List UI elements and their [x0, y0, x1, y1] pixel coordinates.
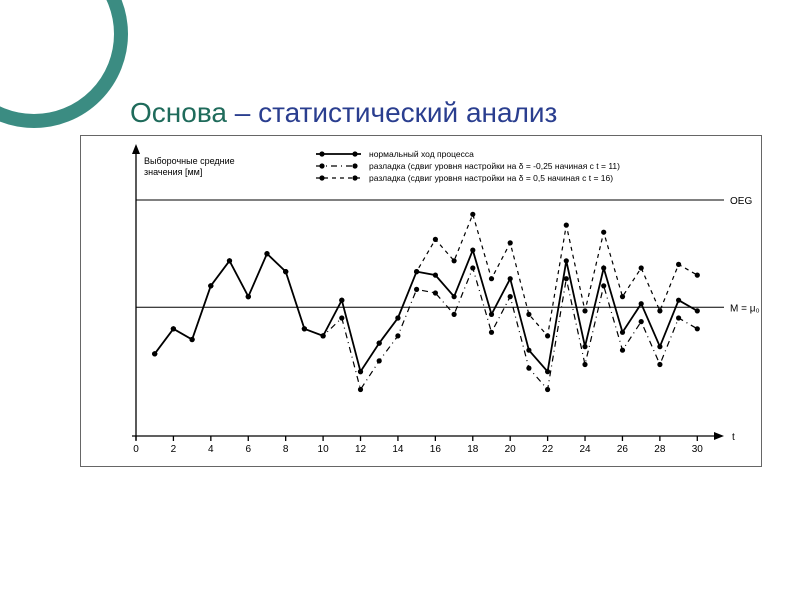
svg-text:4: 4 — [208, 444, 214, 455]
chart-container: Выборочные средниезначения [мм]024681012… — [80, 135, 762, 467]
svg-text:14: 14 — [392, 444, 404, 455]
slide-title: Основа – статистический анализ — [130, 97, 770, 129]
title-part1: Основа — [130, 97, 227, 128]
svg-text:нормальный ход процесса: нормальный ход процесса — [369, 149, 474, 159]
svg-text:8: 8 — [283, 444, 289, 455]
svg-text:10: 10 — [318, 444, 330, 455]
svg-text:22: 22 — [542, 444, 554, 455]
title-dash: – — [227, 97, 258, 128]
svg-text:24: 24 — [579, 444, 591, 455]
svg-text:M = μ₀: M = μ₀ — [730, 303, 760, 314]
svg-text:0: 0 — [133, 444, 139, 455]
svg-text:Выборочные средние: Выборочные средние — [144, 156, 235, 166]
control-chart: Выборочные средниезначения [мм]024681012… — [81, 136, 761, 466]
svg-text:разладка (сдвиг уровня настрой: разладка (сдвиг уровня настройки на δ = … — [369, 173, 613, 183]
svg-text:2: 2 — [171, 444, 177, 455]
title-part2: статистический анализ — [258, 97, 557, 128]
svg-text:30: 30 — [692, 444, 704, 455]
svg-text:OEG: OEG — [730, 196, 752, 207]
svg-text:6: 6 — [245, 444, 251, 455]
svg-text:12: 12 — [355, 444, 367, 455]
svg-text:18: 18 — [467, 444, 479, 455]
svg-text:28: 28 — [654, 444, 666, 455]
svg-text:значения [мм]: значения [мм] — [144, 167, 202, 177]
svg-text:t: t — [732, 432, 735, 443]
svg-text:20: 20 — [505, 444, 517, 455]
svg-text:разладка (сдвиг уровня настрой: разладка (сдвиг уровня настройки на δ = … — [369, 161, 620, 171]
decorative-corner-ring — [0, 0, 128, 128]
svg-text:16: 16 — [430, 444, 442, 455]
svg-text:26: 26 — [617, 444, 629, 455]
